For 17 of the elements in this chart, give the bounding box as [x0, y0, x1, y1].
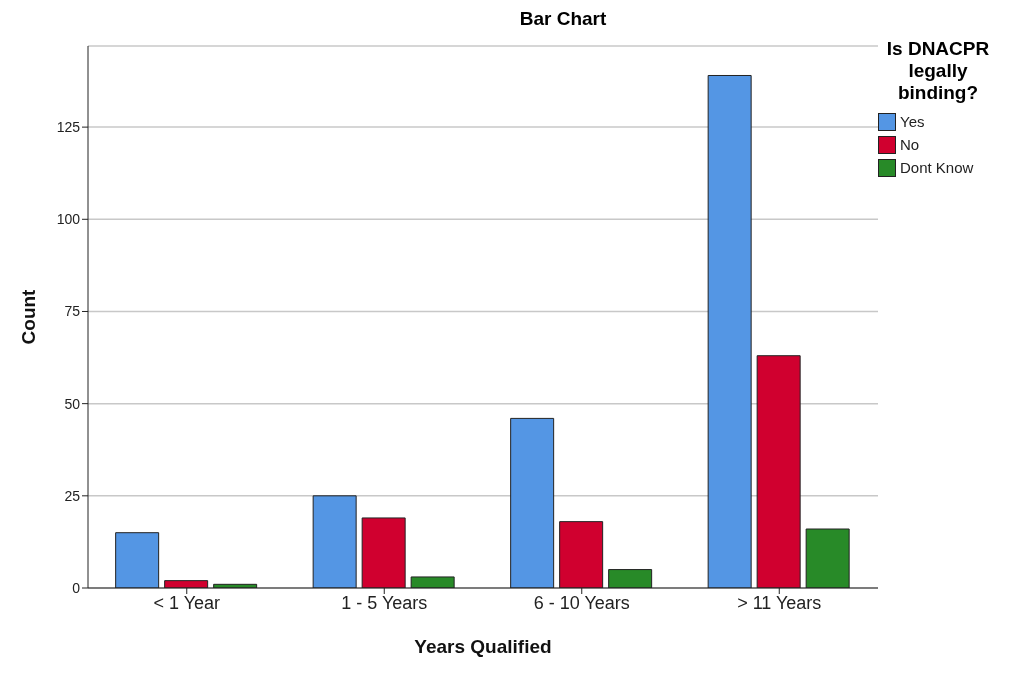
legend-label: Dont Know — [900, 159, 974, 176]
y-tick-label: 0 — [72, 579, 81, 596]
legend-label: Yes — [900, 113, 925, 130]
y-tick-label: 125 — [56, 119, 81, 136]
y-tick-label: 50 — [64, 395, 81, 412]
y-axis-title: Count — [17, 288, 39, 345]
y-tick-label: 25 — [64, 487, 81, 504]
legend-title: Is DNACPR legally binding? — [885, 38, 991, 104]
x-axis-title: Years Qualified — [414, 636, 552, 657]
chart-title: Bar Chart — [518, 8, 608, 31]
y-tick-label: 75 — [64, 303, 81, 320]
x-tick-label: > 11 Years — [737, 592, 822, 613]
y-tick-label: 100 — [56, 211, 81, 228]
x-tick-label: 1 - 5 Years — [341, 592, 428, 613]
x-tick-label: < 1 Year — [153, 592, 221, 613]
legend-label: No — [900, 136, 920, 153]
x-tick-label: 6 - 10 Years — [533, 592, 630, 613]
